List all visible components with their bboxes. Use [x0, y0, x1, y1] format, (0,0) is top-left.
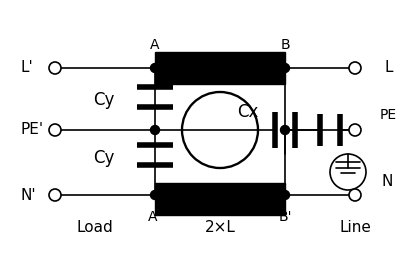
Bar	[155, 183, 285, 215]
Text: Cx: Cx	[237, 103, 258, 121]
Text: L': L'	[20, 61, 33, 76]
Circle shape	[49, 62, 61, 74]
Text: Load: Load	[76, 220, 113, 235]
Circle shape	[151, 126, 160, 134]
Text: A': A'	[148, 210, 162, 224]
Text: Cy: Cy	[94, 91, 115, 109]
Text: 2×L: 2×L	[204, 220, 236, 235]
Circle shape	[151, 63, 160, 73]
Text: Cy: Cy	[94, 149, 115, 167]
Circle shape	[349, 62, 361, 74]
Circle shape	[49, 124, 61, 136]
Text: A: A	[150, 38, 160, 52]
Circle shape	[349, 124, 361, 136]
Text: PE: PE	[380, 108, 397, 122]
Circle shape	[281, 63, 290, 73]
Text: B': B'	[278, 210, 292, 224]
Text: B: B	[280, 38, 290, 52]
Text: PE': PE'	[20, 123, 43, 138]
Circle shape	[281, 191, 290, 199]
Circle shape	[349, 189, 361, 201]
Text: N: N	[382, 175, 393, 190]
Circle shape	[151, 191, 160, 199]
Text: L: L	[384, 61, 393, 76]
Circle shape	[49, 189, 61, 201]
Text: Line: Line	[339, 220, 371, 235]
Circle shape	[281, 126, 290, 134]
Text: N': N'	[20, 188, 36, 203]
Bar	[155, 52, 285, 84]
